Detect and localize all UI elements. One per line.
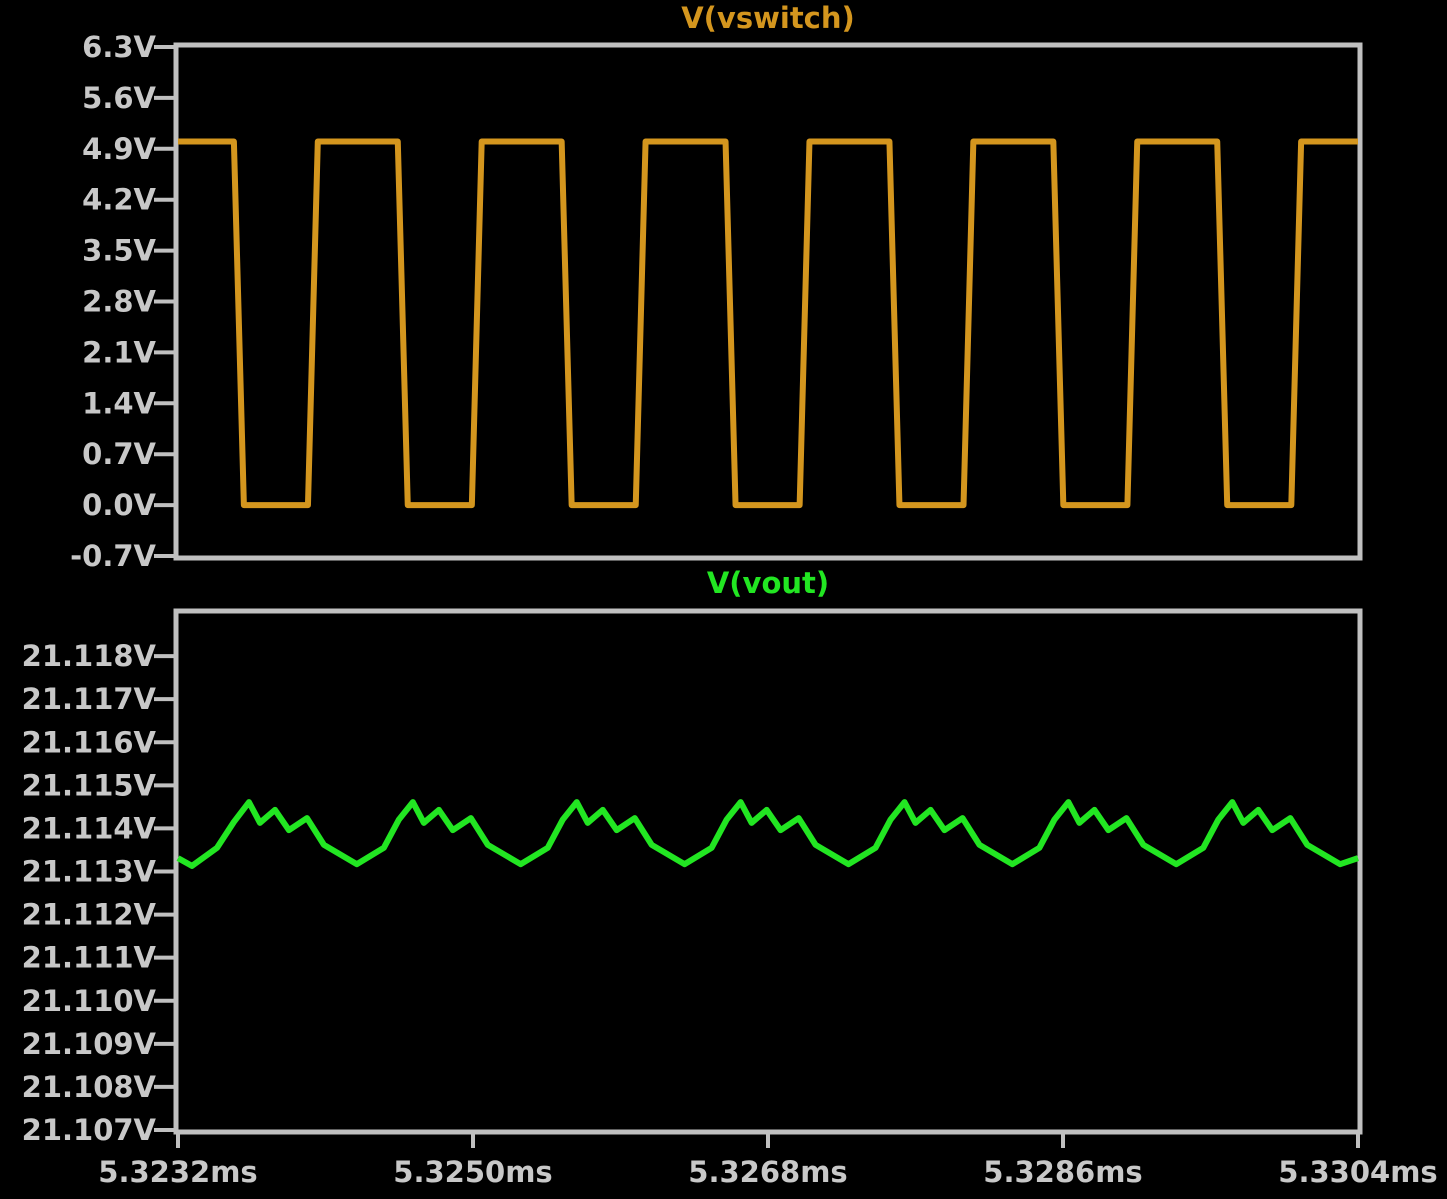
- y-tick-label: 2.1V: [82, 335, 156, 369]
- y-tick-label: 0.0V: [82, 488, 156, 522]
- series-name: V(vout): [707, 566, 829, 600]
- x-tick-label: 5.3304ms: [1278, 1155, 1437, 1189]
- y-tick-label: 21.112V: [22, 898, 157, 932]
- series-name: V(vswitch): [681, 1, 855, 35]
- y-tick-label: 21.108V: [22, 1070, 157, 1104]
- y-tick-label: 0.7V: [82, 437, 156, 471]
- y-tick-label: 21.116V: [22, 725, 157, 759]
- y-tick-label: 21.114V: [22, 811, 157, 845]
- series-line: [176, 799, 1359, 869]
- y-tick-label: 4.9V: [82, 132, 156, 166]
- y-tick-label: 4.2V: [82, 183, 156, 217]
- y-tick-label: 21.107V: [22, 1113, 157, 1147]
- x-tick-label: 5.3286ms: [983, 1155, 1142, 1189]
- y-tick-label: 6.3V: [82, 30, 156, 64]
- x-tick-label: 5.3268ms: [688, 1155, 847, 1189]
- x-tick-label: 5.3250ms: [393, 1155, 552, 1189]
- y-tick-label: -0.7V: [70, 539, 156, 573]
- y-tick-label: 21.115V: [22, 768, 157, 802]
- y-tick-label: 5.6V: [82, 81, 156, 115]
- y-tick-label: 21.113V: [22, 855, 157, 889]
- y-tick-label: 2.8V: [82, 285, 156, 319]
- y-tick-label: 1.4V: [82, 386, 156, 420]
- y-tick-label: 21.117V: [22, 682, 157, 716]
- y-tick-label: 21.111V: [22, 941, 157, 975]
- y-tick-label: 21.110V: [22, 984, 157, 1018]
- y-tick-label: 21.118V: [22, 639, 157, 673]
- y-tick-label: 3.5V: [82, 234, 156, 268]
- y-tick-label: 21.109V: [22, 1027, 157, 1061]
- x-tick-label: 5.3232ms: [98, 1155, 257, 1189]
- series-line: [178, 138, 1358, 509]
